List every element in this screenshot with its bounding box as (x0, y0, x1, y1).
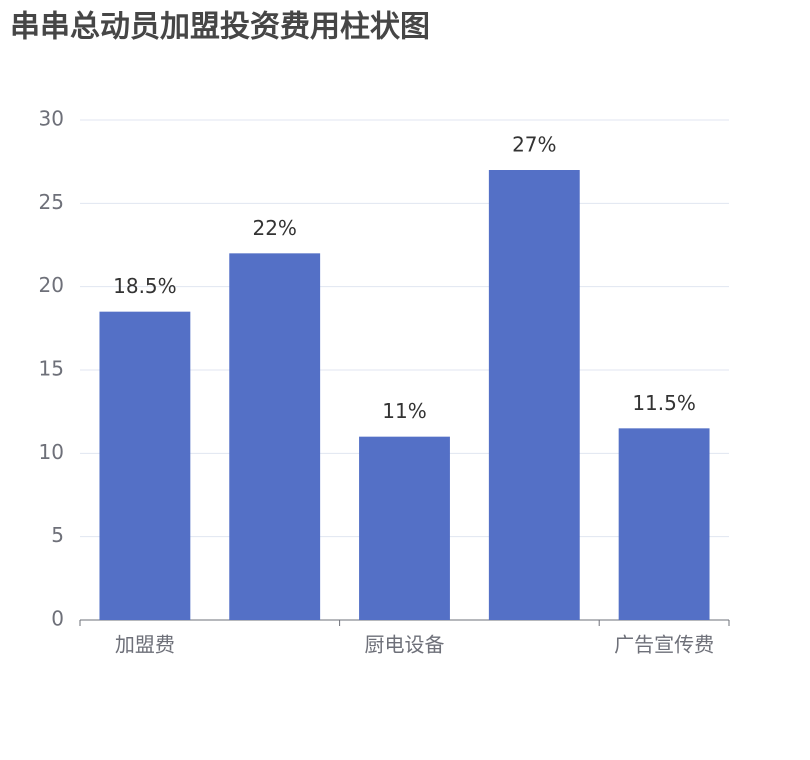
x-tick-label: 厨电设备 (365, 633, 445, 657)
value-label: 27% (512, 133, 556, 157)
y-tick-label: 5 (51, 523, 64, 547)
bar (229, 253, 321, 621)
x-tick-label: 加盟费 (115, 633, 175, 657)
value-label: 18.5% (113, 274, 177, 298)
chart-title: 串串总动员加盟投资费用柱状图 (10, 10, 430, 45)
y-tick-label: 30 (39, 107, 64, 131)
y-tick-label: 20 (39, 273, 64, 297)
value-label: 22% (252, 216, 296, 240)
y-tick-label: 10 (39, 440, 64, 464)
value-label: 11.5% (632, 391, 696, 415)
bar (99, 311, 191, 620)
y-tick-label: 25 (39, 190, 64, 214)
y-tick-label: 15 (39, 357, 64, 381)
x-tick-label: 广告宣传费 (614, 633, 714, 657)
bar (618, 428, 710, 620)
bar (359, 436, 450, 620)
value-label: 11% (382, 399, 426, 423)
bar (488, 170, 580, 620)
y-tick-label: 0 (51, 607, 64, 631)
